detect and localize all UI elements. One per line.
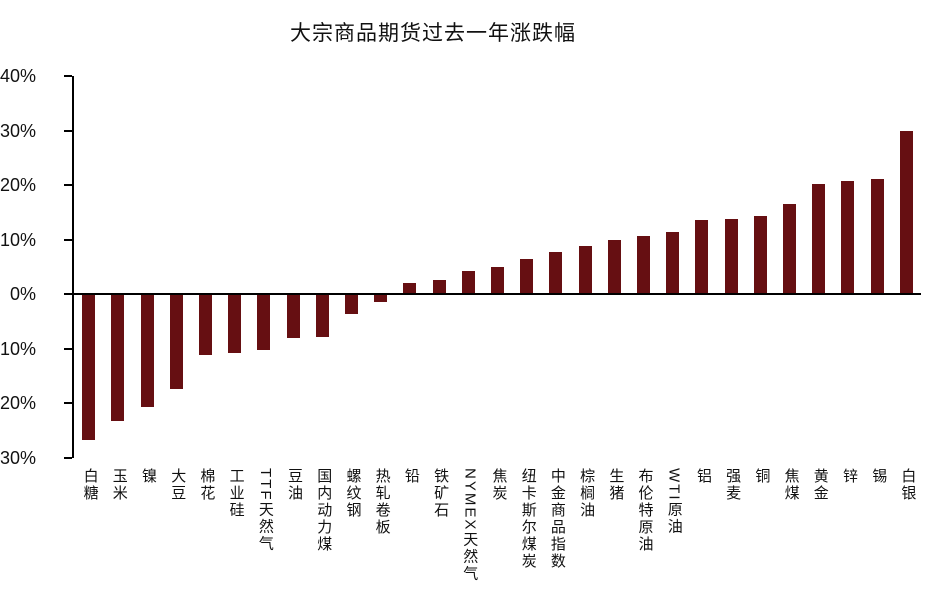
bar-豆油 [286,295,300,339]
bar-白糖 [82,295,96,441]
bar-白银 [899,130,913,295]
x-label-中金商品指数: 中金商品指数 [548,468,566,570]
y-tick-mark [64,457,72,459]
x-label-棉花: 棉花 [198,468,216,502]
bar-中金商品指数 [549,251,563,295]
x-label-国内动力煤: 国内动力煤 [315,468,333,553]
bar-焦炭 [491,267,504,295]
x-label-镍: 镍 [140,468,158,485]
bar-NYMEX天然气 [461,271,475,295]
bar-WTI原油 [666,231,680,295]
x-label-铜: 铜 [753,468,771,485]
plot-area: 40% 30% 20% 10% 0% -10% -20% -30% [0,66,921,468]
y-tick-mark [64,238,72,241]
bar-铜 [753,216,767,295]
bar-国内动力煤 [315,295,329,338]
x-label-WTI原油: WTI原油 [665,468,683,536]
bar-大豆 [169,295,183,389]
bar-铅 [403,283,417,295]
x-label-锡: 锡 [870,468,888,485]
y-tick-mark [64,184,72,187]
zero-baseline [74,293,921,296]
x-label-工业硅: 工业硅 [227,468,245,519]
bar-焦煤 [783,204,797,295]
x-label-白糖: 白糖 [81,468,99,502]
x-label-棕榈油: 棕榈油 [578,468,596,519]
bar-黄金 [812,184,826,295]
x-label-大豆: 大豆 [169,468,187,502]
bar-工业硅 [228,295,242,354]
y-tick-label: 0% [9,284,36,305]
bar-棕榈油 [578,245,592,295]
y-tick-mark [64,75,72,77]
y-tick-label: -30% [0,448,36,468]
bar-棉花 [198,295,212,356]
y-tick-mark [64,129,72,132]
y-tick-mark [64,293,72,296]
x-label-布伦特原油: 布伦特原油 [636,468,654,553]
bar-生猪 [607,239,621,295]
x-label-黄金: 黄金 [811,468,829,502]
x-label-螺纹钢: 螺纹钢 [344,468,362,519]
x-label-锌: 锌 [840,468,858,485]
chart-title: 大宗商品期货过去一年涨跌幅 [290,22,576,45]
y-tick-label: -20% [0,393,36,414]
x-label-豆油: 豆油 [286,468,304,502]
x-label-玉米: 玉米 [110,468,128,502]
bar-镍 [140,295,154,407]
x-label-焦炭: 焦炭 [490,468,508,502]
x-label-白银: 白银 [899,468,917,502]
x-label-铅: 铅 [402,468,420,485]
bar-玉米 [111,295,125,421]
bar-强麦 [724,218,738,295]
y-tick-label: -10% [0,338,36,359]
x-label-强麦: 强麦 [724,468,742,502]
y-tick-label: 10% [0,229,36,250]
y-axis-line [72,76,74,458]
y-tick-label: 40% [0,66,36,86]
bar-铝 [695,220,709,295]
x-label-铁矿石: 铁矿石 [432,468,450,519]
bar-锌 [841,180,855,295]
bar-布伦特原油 [637,235,651,295]
x-label-铝: 铝 [694,468,712,485]
x-label-纽卡斯尔煤炭: 纽卡斯尔煤炭 [519,468,537,570]
x-label-热轧卷板: 热轧卷板 [373,468,391,536]
bar-铁矿石 [432,279,446,295]
bar-TTF天然气 [257,295,271,351]
x-label-TTF天然气: TTF天然气 [256,468,274,553]
y-tick-mark [64,402,72,405]
bar-热轧卷板 [374,295,388,303]
y-tick-mark [64,347,72,350]
bar-纽卡斯尔煤炭 [520,258,534,295]
bar-锡 [870,178,884,295]
bar-螺纹钢 [344,295,358,314]
y-tick-label: 30% [0,120,36,141]
x-label-焦煤: 焦煤 [782,468,800,502]
y-tick-label: 20% [0,175,36,196]
x-label-NYMEX天然气: NYMEX天然气 [461,468,479,583]
x-label-生猪: 生猪 [607,468,625,502]
